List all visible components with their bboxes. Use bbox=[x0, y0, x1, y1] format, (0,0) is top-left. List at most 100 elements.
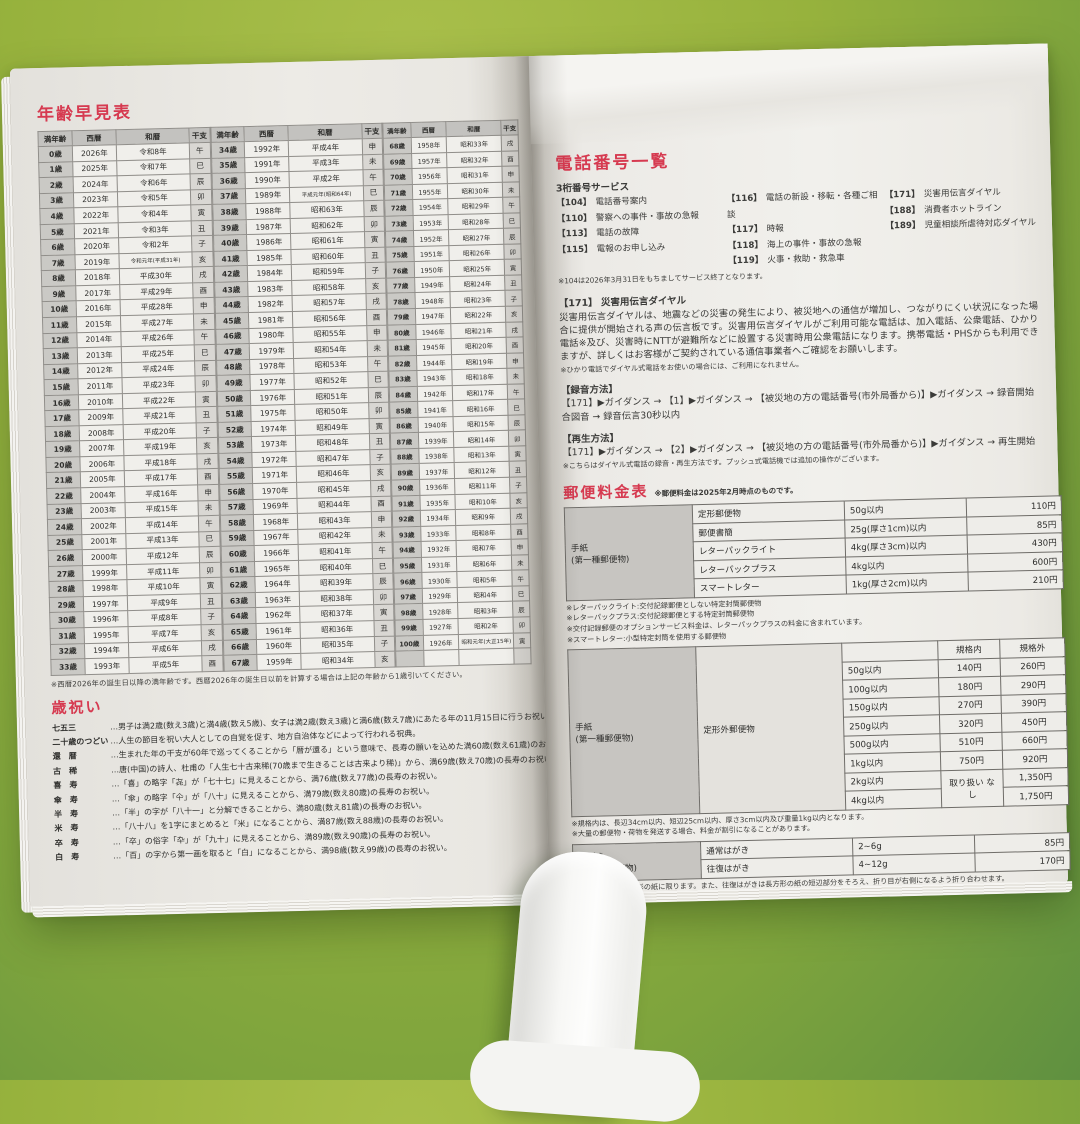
age-table-cell: 卯 bbox=[373, 588, 394, 605]
age-table-cell: 戌 bbox=[506, 321, 524, 338]
age-table-cell: 亥 bbox=[369, 464, 391, 481]
age-table-cell: 1966年 bbox=[254, 544, 299, 562]
age-table-cell: 92歳 bbox=[392, 510, 421, 527]
age-table-cell: 昭和48年 bbox=[295, 434, 370, 452]
age-table-group: 満年齢 西暦 和暦 干支 0歳 2026年 令和8年午 1歳 2025年 令和7年巳 2歳 2024年… bbox=[37, 127, 223, 676]
weight-limit-cell: 4kg以内 bbox=[845, 788, 942, 810]
age-table-cell: 昭和10年 bbox=[455, 492, 511, 510]
age-table-cell: 2005年 bbox=[80, 471, 125, 488]
age-table-cell: 平成26年 bbox=[120, 329, 195, 347]
age-table-cell: 昭和41年 bbox=[298, 542, 373, 561]
age-table-cell: 昭和32年 bbox=[446, 150, 503, 168]
age-table-cell: 17歳 bbox=[44, 410, 80, 427]
age-table-cell: 52歳 bbox=[217, 421, 252, 438]
age-table-cell: 昭和23年 bbox=[450, 290, 506, 308]
age-table-cell: 2002年 bbox=[81, 517, 126, 535]
age-table-cell: 昭和5年 bbox=[457, 570, 513, 588]
age-table-cell: 1961年 bbox=[256, 622, 301, 639]
age-table-cell: 昭和52年 bbox=[294, 371, 369, 390]
age-table-cell: 寅 bbox=[509, 445, 527, 462]
age-table-cell: 1944年 bbox=[416, 354, 453, 371]
celebration-label: 古 稀 bbox=[52, 766, 78, 776]
age-table-cell: 令和2年 bbox=[118, 236, 193, 254]
age-table-cell: 100歳 bbox=[395, 634, 424, 652]
age-table-cell: 酉 bbox=[192, 282, 214, 299]
age-table-cell: 酉 bbox=[511, 523, 529, 540]
age-table-cell: 昭和43年 bbox=[297, 511, 372, 530]
age-table-cell: 辰 bbox=[508, 414, 526, 431]
age-table-cell: 1988年 bbox=[246, 202, 291, 220]
age-table-cell: 53歳 bbox=[217, 436, 253, 454]
age-table-cell: 2018年 bbox=[75, 269, 120, 286]
age-table-cell: 79歳 bbox=[387, 308, 416, 325]
age-table-cell: 昭和7年 bbox=[456, 539, 512, 557]
age-table-cell: 辰 bbox=[368, 386, 389, 403]
age-table-cell: 2007年 bbox=[79, 440, 124, 457]
age-table-cell: 昭和18年 bbox=[452, 368, 508, 386]
age-table-cell: 1940年 bbox=[417, 416, 454, 433]
age-table-cell: 2020年 bbox=[74, 237, 119, 255]
age-table-cell: 61歳 bbox=[221, 561, 256, 578]
age-table-cell: 平成24年 bbox=[121, 360, 196, 378]
age-table-cell: 昭和38年 bbox=[299, 589, 374, 607]
age-table-cell: 2歳 bbox=[39, 176, 74, 194]
type-label-cell: 定形外郵便物 bbox=[695, 643, 846, 814]
age-table-cell: 昭和42年 bbox=[298, 527, 372, 545]
weight-limit-cell: 2kg以内 bbox=[844, 770, 942, 792]
age-table-cell: 34歳 bbox=[210, 141, 246, 158]
weight-limit-cell: 50g以内 bbox=[842, 659, 939, 681]
age-table-cell: 平成5年 bbox=[128, 655, 203, 674]
age-table-cell: 47歳 bbox=[215, 343, 250, 361]
age-table-cell: 8歳 bbox=[41, 270, 76, 287]
age-table-cell: 丑 bbox=[200, 593, 222, 610]
age-table-cell: 55歳 bbox=[218, 467, 254, 485]
age-table-cell: 6歳 bbox=[40, 239, 75, 256]
age-table-cell: 73歳 bbox=[385, 215, 414, 232]
age-table-cell: 巳 bbox=[367, 371, 389, 388]
age-table-cell: 昭和17年 bbox=[452, 383, 509, 401]
age-table-cell: 戌 bbox=[192, 266, 214, 283]
age-table-cell: 78歳 bbox=[386, 292, 415, 310]
age-table-cell: 2000年 bbox=[82, 548, 127, 566]
age-table-cell: 1933年 bbox=[420, 525, 457, 542]
age-table-cell: 1955年 bbox=[411, 183, 448, 200]
age-table-cell: 1941年 bbox=[417, 400, 454, 418]
age-table-cell: 平成21年 bbox=[122, 407, 197, 425]
age-table-cell: 1984年 bbox=[247, 264, 292, 282]
celebration-label: 卒 寿 bbox=[54, 838, 79, 848]
age-table-cell: 平成29年 bbox=[119, 282, 194, 301]
age-table-cell: 89歳 bbox=[391, 463, 420, 481]
age-table-cell bbox=[458, 648, 515, 666]
white-glove-hand bbox=[467, 1038, 703, 1124]
age-table-cell: 70歳 bbox=[383, 168, 412, 185]
age-table-cell: 99歳 bbox=[394, 619, 423, 636]
age-table-cell: 91歳 bbox=[391, 495, 420, 512]
age-table-cell: 1986年 bbox=[246, 233, 292, 251]
age-table-cell: 亥 bbox=[192, 251, 213, 268]
age-table-cell: 寅 bbox=[364, 231, 385, 248]
age-table-cell: 87歳 bbox=[390, 432, 419, 450]
service-name-cell: スマートレター bbox=[694, 575, 847, 598]
celebration-list: 七五三 …男子は満2歳(数え3歳)と満4歳(数え5歳)、女子は満2歳(数え3歳)と… bbox=[52, 710, 570, 866]
age-table-cell: 辰 bbox=[363, 200, 385, 217]
age-table-cell: 亥 bbox=[201, 624, 222, 641]
out-of-spec-price-cell: 290円 bbox=[1000, 674, 1066, 695]
age-table-cell: 1980年 bbox=[249, 327, 294, 344]
age-table-cell: 95歳 bbox=[393, 557, 422, 574]
age-table-cell: 32歳 bbox=[50, 643, 85, 660]
age-table-header-cell: 和暦 bbox=[446, 120, 502, 137]
age-table-cell: 寅 bbox=[200, 577, 221, 594]
age-table-cell: 1964年 bbox=[255, 575, 300, 593]
age-table-header-cell: 西暦 bbox=[410, 121, 447, 138]
age-table-cell: 80歳 bbox=[387, 324, 416, 341]
service-name-cell: 往復はがき bbox=[700, 856, 854, 879]
age-table-cell: 酉 bbox=[202, 655, 223, 672]
age-table-cell: 巳 bbox=[189, 157, 211, 175]
age-table-cell: 50歳 bbox=[216, 390, 252, 407]
age-table-cell: 1999年 bbox=[82, 564, 127, 581]
age-table-cell: 昭和24年 bbox=[449, 275, 506, 293]
phone-label: 消費者ホットライン bbox=[924, 203, 1002, 216]
age-table-cell: 2025年 bbox=[72, 160, 117, 177]
column-header-cell: 規格内 bbox=[937, 639, 1001, 660]
age-table-cell: 51歳 bbox=[217, 405, 252, 423]
